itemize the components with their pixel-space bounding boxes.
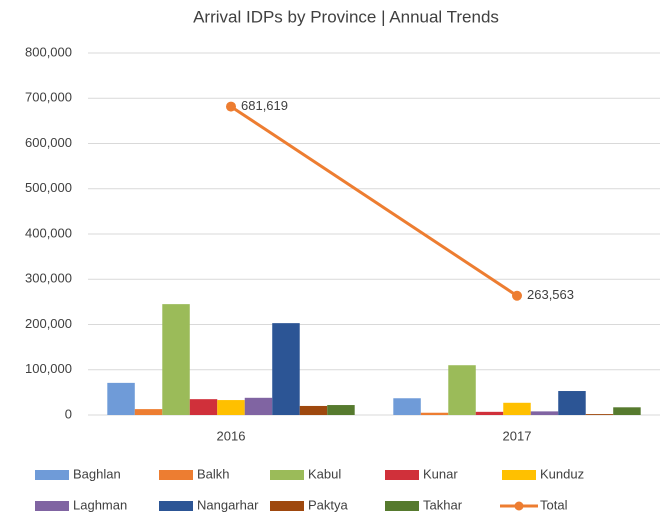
bar bbox=[475, 411, 504, 415]
chart-title: Arrival IDPs by Province | Annual Trends bbox=[193, 7, 499, 26]
bar bbox=[189, 399, 218, 415]
line-point bbox=[512, 290, 522, 301]
legend-label: Kabul bbox=[308, 466, 341, 481]
y-tick-label: 700,000 bbox=[25, 90, 72, 105]
legend-label: Total bbox=[540, 497, 568, 512]
legend-label: Takhar bbox=[423, 497, 463, 512]
legend-swatch bbox=[159, 470, 193, 480]
bar bbox=[393, 398, 421, 415]
bar bbox=[420, 412, 449, 415]
bar bbox=[613, 407, 641, 415]
legend-dot bbox=[514, 501, 524, 511]
legend-swatch bbox=[270, 470, 304, 480]
legend-label: Kunar bbox=[423, 466, 458, 481]
legend-label: Laghman bbox=[73, 497, 127, 512]
bar bbox=[244, 397, 273, 415]
bar bbox=[162, 304, 190, 415]
bar bbox=[585, 414, 614, 415]
y-tick-label: 800,000 bbox=[25, 44, 72, 59]
bar bbox=[503, 402, 531, 415]
legend-swatch bbox=[385, 501, 419, 511]
bar bbox=[272, 323, 300, 415]
bar bbox=[134, 409, 163, 415]
y-tick-label: 500,000 bbox=[25, 180, 72, 195]
y-tick-label: 300,000 bbox=[25, 271, 72, 286]
legend-label: Balkh bbox=[197, 466, 230, 481]
legend-label: Baghlan bbox=[73, 466, 121, 481]
line bbox=[230, 105, 518, 297]
bar bbox=[107, 382, 135, 415]
data-label: 263,563 bbox=[527, 287, 574, 302]
legend-swatch bbox=[35, 470, 69, 480]
bar bbox=[217, 400, 245, 415]
legend-label: Nangarhar bbox=[197, 497, 259, 512]
x-tick-label: 2017 bbox=[503, 428, 532, 443]
bar bbox=[558, 391, 586, 415]
bar bbox=[530, 411, 559, 415]
line-point bbox=[226, 101, 236, 112]
legend-swatch bbox=[270, 501, 304, 511]
x-tick-label: 2016 bbox=[217, 428, 246, 443]
bar bbox=[299, 405, 328, 415]
y-tick-label: 600,000 bbox=[25, 135, 72, 150]
legend-swatch bbox=[159, 501, 193, 511]
data-label: 681,619 bbox=[241, 98, 288, 113]
legend-label: Kunduz bbox=[540, 466, 584, 481]
y-tick-label: 100,000 bbox=[25, 361, 72, 376]
y-tick-label: 200,000 bbox=[25, 316, 72, 331]
bar bbox=[327, 405, 355, 415]
legend-swatch bbox=[35, 501, 69, 511]
legend-swatch bbox=[502, 470, 536, 480]
y-tick-label: 400,000 bbox=[25, 225, 72, 240]
legend-swatch bbox=[385, 470, 419, 480]
bar bbox=[448, 365, 476, 415]
legend-label: Paktya bbox=[308, 497, 349, 512]
y-tick-label: 0 bbox=[65, 406, 72, 421]
